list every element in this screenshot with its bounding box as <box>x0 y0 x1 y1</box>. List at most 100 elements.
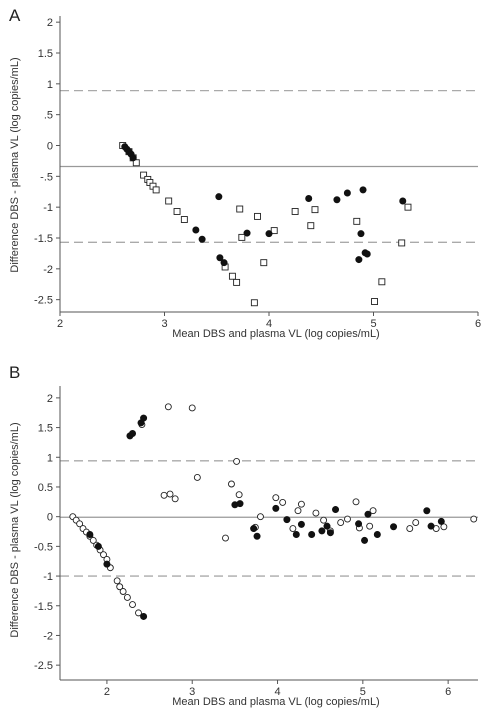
panel-a-open-square-point <box>228 272 236 280</box>
panel-b-filled-circle-point <box>253 532 261 540</box>
panel-b-filled-circle-point <box>361 536 369 544</box>
panel-a-filled-circle-point <box>399 197 407 205</box>
panel-a-filled-circle-point <box>243 229 251 237</box>
panel-a-open-square-point <box>307 222 315 230</box>
panel-b-filled-circle-point <box>94 542 102 550</box>
panel-b-filled-circle-point <box>318 527 326 535</box>
panel-b-open-circle-point <box>272 494 280 502</box>
panel-a-marks <box>119 142 412 307</box>
panel-a-open-square-point <box>270 227 278 235</box>
panel-b-open-circle-point <box>412 519 420 527</box>
panel-a-x-tick-label: 4 <box>266 318 272 330</box>
panel-b-filled-circle-point <box>308 530 316 538</box>
panel-a-y-tick-label: -1.5 <box>34 233 53 245</box>
panel-a-open-square-point <box>378 278 386 286</box>
panel-a-open-square-point <box>291 208 299 215</box>
panel-b-y-tick-label: -1 <box>43 571 53 583</box>
panel-a-open-square-point <box>152 186 160 194</box>
panel-b-open-circle-point <box>289 525 297 532</box>
panel-a-open-square-point <box>404 203 412 211</box>
panel-b-filled-circle-point <box>332 506 340 514</box>
panel-b-filled-circle-point <box>103 560 111 568</box>
panel-b-filled-circle-point <box>437 517 445 525</box>
panel-a-open-square-point <box>173 208 181 215</box>
panel-b-open-circle-point <box>279 498 287 506</box>
panel-b-open-circle-point <box>135 609 142 617</box>
panel-a-y-tick-label: 2 <box>47 17 53 29</box>
panel-a-open-square-point <box>238 233 246 241</box>
panel-b-open-circle-point <box>344 515 351 523</box>
panel-a-open-square-point <box>165 197 173 205</box>
panel-b-open-circle-point <box>294 507 302 515</box>
panel-a-open-square-point <box>180 216 188 223</box>
panel-b-open-circle-point <box>116 583 124 591</box>
panel-b-open-circle-point <box>160 491 168 499</box>
panel-b-filled-circle-point <box>140 612 148 620</box>
panel-a-y-tick-label: -2.5 <box>34 295 53 307</box>
panel-b-open-circle-point <box>320 516 328 524</box>
panel-a-open-square-point <box>236 205 244 213</box>
panel-b-open-circle-point <box>100 551 107 559</box>
panel-a-filled-circle-point <box>305 195 313 203</box>
panel-a-open-square-point <box>140 171 148 179</box>
panel-b-open-circle-point <box>257 513 264 521</box>
panel-a-y-tick-label: 1.5 <box>38 48 53 60</box>
panel-a-y-tick-label: 1 <box>47 79 53 91</box>
panel-a-filled-circle-point <box>198 235 206 243</box>
panel-b-filled-circle-point <box>427 522 435 530</box>
panel-b-axes: 2 1.5 1 0.5 0 -0.5 -1 -1.5 -2 -2.5 2 3 4 5 6 <box>34 386 478 698</box>
panel-b-filled-circle-point <box>86 530 94 538</box>
panel-a-open-square-point <box>311 206 319 214</box>
panel-b-y-tick-label: -1.5 <box>34 601 53 613</box>
panel-b-filled-circle-point <box>129 430 137 438</box>
panel-b-y-tick-label: 2 <box>47 393 53 405</box>
panel-b-open-circle-point <box>312 509 320 517</box>
panel-b-open-circle-point <box>369 507 377 515</box>
panel-a-y-tick-label: -.5 <box>40 171 53 183</box>
panel-b-y-tick-label: -2 <box>43 630 53 642</box>
panel-b-y-tick-label: -0.5 <box>34 541 53 553</box>
panel-a-x-tick-label: 3 <box>161 318 167 330</box>
panel-b-open-circle-point <box>297 500 305 508</box>
panel-a-y-tick-label: .5 <box>44 110 53 122</box>
panel-a-open-square-point <box>132 159 140 167</box>
panel-a-chart: A 21.51.50-.5-1-1.5-2-2.52 3 4 5 6 Mean DBS … <box>9 6 481 340</box>
panel-b-open-circle-point <box>406 525 414 532</box>
panel-b-open-circle-point <box>235 491 243 499</box>
panel-b-filled-circle-point <box>355 520 363 528</box>
panel-a-filled-circle-point <box>220 259 228 267</box>
panel-b-open-circle-point <box>89 536 97 544</box>
panel-a-filled-circle-point <box>355 256 363 264</box>
panel-b-open-circle-point <box>76 520 84 528</box>
panel-a-open-square-point <box>398 239 406 247</box>
panel-b-y-tick-label: 0.5 <box>38 482 53 494</box>
panel-b-chart: B 2 1.5 1 0.5 0 -0.5 -1 -1.5 -2 -2.5 2 3 4 5 6 Mean DB… <box>9 363 478 708</box>
panel-a-reference-lines <box>60 89 478 243</box>
panel-a-filled-circle-point <box>265 230 273 238</box>
panel-b-open-circle-point <box>222 534 229 542</box>
panel-a-open-square-point <box>250 299 258 307</box>
panel-a-filled-circle-point <box>363 250 371 258</box>
panel-a-y-tick-label: -1 <box>43 202 53 214</box>
panel-b-open-circle-point <box>366 522 374 530</box>
panel-b-filled-circle-point <box>283 516 291 524</box>
panel-a-x-tick-label: 2 <box>57 318 63 330</box>
panel-a-filled-circle-point <box>359 186 367 194</box>
panel-b-filled-circle-point <box>323 522 331 530</box>
panel-b-filled-circle-point <box>326 529 334 537</box>
panel-b-open-circle-point <box>123 593 131 601</box>
panel-a-filled-circle-point <box>333 196 341 204</box>
panel-b-filled-circle-point <box>364 510 372 518</box>
panel-a-filled-circle-point <box>357 230 365 238</box>
panel-b-filled-circle-point <box>236 500 244 508</box>
panel-b-open-circle-point <box>352 498 360 506</box>
panel-b-filled-circle-point <box>140 414 148 422</box>
panel-b-x-tick-label: 6 <box>445 686 451 698</box>
panel-b-x-axis-label: Mean DBS and plasma VL (log copies/mL) <box>172 696 379 708</box>
panel-a-filled-circle-point <box>192 226 200 234</box>
panel-b-x-tick-label: 2 <box>104 686 110 698</box>
panel-b-marks <box>69 403 478 620</box>
panel-b-open-circle-point <box>188 404 196 412</box>
panel-a-x-tick-label: 5 <box>370 318 376 330</box>
